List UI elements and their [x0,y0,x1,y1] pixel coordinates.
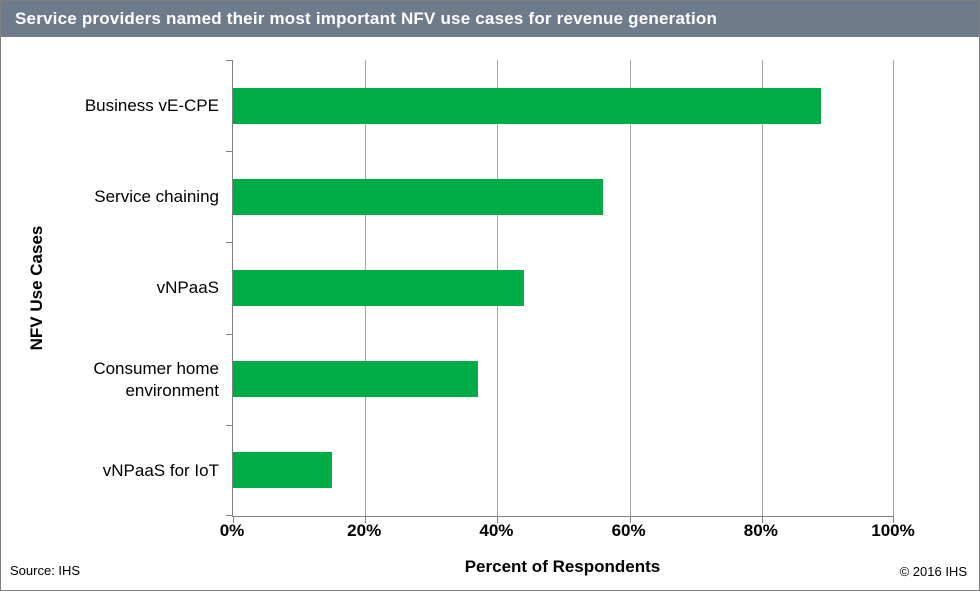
x-axis-tick-80 [761,516,763,523]
category-label-vnpaas: vNPaaS [156,277,219,297]
bar-consumer-home-environment [233,361,478,397]
chart-title: Service providers named their most impor… [15,9,718,28]
x-tick-label-80: 80% [743,521,778,540]
y-axis-tick-0 [226,60,233,61]
x-tick-label-60: 60% [611,521,646,540]
x-axis-tick-labels: 0% 20% 40% 60% 80% 100% [220,521,915,543]
chart-title-bar: Service providers named their most impor… [1,1,979,37]
y-axis-title: NFV Use Cases [27,225,46,351]
copyright-note: © 2016 IHS [899,564,967,579]
gridline-100pct [893,60,894,516]
y-axis-tick-1 [226,151,233,152]
y-axis-tick-4 [226,425,233,426]
bar-service-chaining [233,179,603,215]
x-axis-tick-40 [497,516,499,523]
gridline-60pct [629,60,631,516]
gridline-80pct [761,60,763,516]
x-axis-tick-20 [365,516,367,523]
x-axis-tick-60 [629,516,631,523]
category-label-vnpaas-for-iot: vNPaaS for IoT [102,460,219,480]
x-tick-label-20: 20% [347,521,382,540]
x-axis-tick-100 [893,516,894,523]
bar-vnpaas [233,270,524,306]
category-label-business-ve-cpe: Business vE-CPE [84,95,219,115]
x-tick-label-40: 40% [479,521,514,540]
bar-vnpaas-for-iot [233,452,332,488]
category-label-service-chaining: Service chaining [94,186,219,206]
category-label-consumer-home-environment: Consumer home environment [93,358,219,400]
y-axis-tick-5 [226,515,233,516]
x-axis-tick-0 [233,516,234,523]
source-note: Source: IHS [10,563,81,578]
category-labels: Business vE-CPE Service chaining vNPaaS Con… [51,60,219,516]
y-axis-tick-3 [226,334,233,335]
x-tick-label-0: 0% [219,521,245,540]
bar-business-ve-cpe [233,88,821,124]
x-axis-title: Percent of Respondents [464,557,661,576]
x-tick-label-100: 100% [871,521,915,540]
y-axis-tick-2 [226,242,233,243]
plot-area [226,60,894,523]
